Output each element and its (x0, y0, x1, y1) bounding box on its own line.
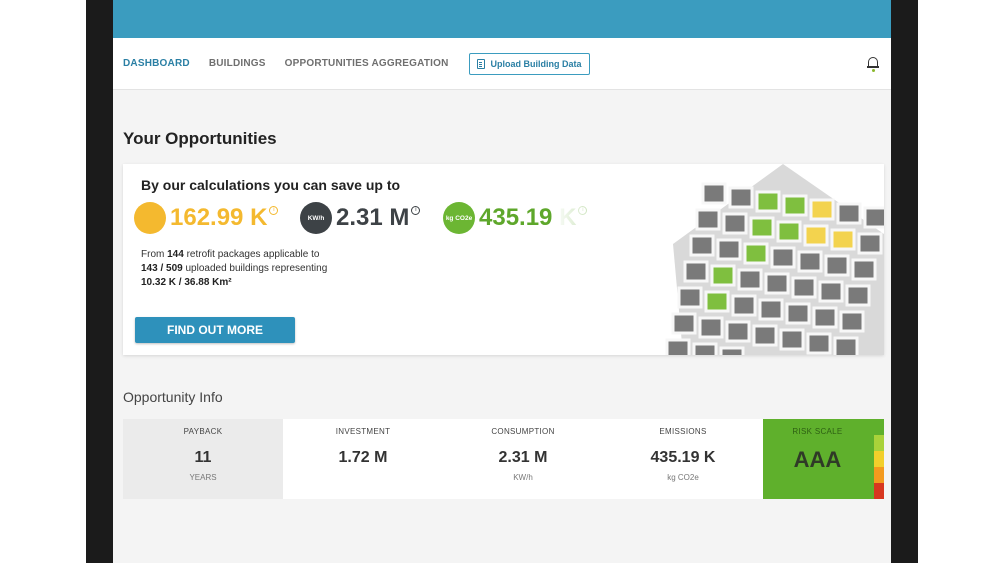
opportunity-stats: PAYBACK 11 YEARS INVESTMENT 1.72 M CONSU… (123, 419, 884, 499)
metric-cost-savings: 162.99 K i (134, 202, 279, 234)
stat-payback: PAYBACK 11 YEARS (123, 419, 283, 499)
app-screen: DASHBOARD BUILDINGS OPPORTUNITIES AGGREG… (113, 0, 891, 563)
risk-value: AAA (793, 447, 842, 472)
building-illustration (553, 164, 884, 355)
nav-opportunities-aggregation[interactable]: OPPORTUNITIES AGGREGATION (284, 58, 449, 69)
stat-value: 1.72 M (338, 449, 388, 466)
upload-building-data-label: Upload Building Data (490, 58, 582, 69)
risk-scale-bar (874, 435, 884, 499)
metric-value: 162.99 K (170, 204, 268, 231)
stat-unit: KW/h (513, 473, 533, 482)
upload-building-data-button[interactable]: Upload Building Data (468, 52, 590, 75)
stat-unit: YEARS (189, 473, 217, 482)
stat-value: 2.31 M (498, 449, 548, 466)
stat-investment: INVESTMENT 1.72 M (283, 419, 443, 499)
savings-description: From 144 retrofit packages applicable to… (141, 249, 328, 288)
opportunity-info-title: Opportunity Info (123, 389, 223, 405)
stat-unit: kg CO2e (667, 473, 699, 482)
main-navigation: DASHBOARD BUILDINGS OPPORTUNITIES AGGREG… (113, 38, 891, 90)
savings-card: By our calculations you can save up to 1… (123, 164, 884, 355)
stat-label: INVESTMENT (335, 427, 391, 436)
risk-scale: RISK SCALE AAA (763, 419, 884, 499)
coin-icon (134, 202, 166, 234)
stat-value: 435.19 K (650, 449, 716, 466)
stat-value: 11 (194, 449, 212, 466)
stat-label: CONSUMPTION (491, 427, 555, 436)
metric-energy-savings: KW/h 2.31 M i (300, 202, 421, 234)
info-icon[interactable]: i (411, 205, 421, 215)
document-icon (476, 58, 485, 69)
page-title: Your Opportunities (123, 129, 277, 148)
stat-consumption: CONSUMPTION 2.31 M KW/h (443, 419, 603, 499)
nav-buildings[interactable]: BUILDINGS (208, 58, 266, 69)
stat-label: EMISSIONS (659, 427, 707, 436)
app-header-bar (113, 0, 891, 38)
metric-value: 2.31 M (336, 204, 410, 231)
info-icon[interactable]: i (269, 205, 279, 215)
energy-icon: KW/h (300, 202, 332, 234)
stat-emissions: EMISSIONS 435.19 K kg CO2e (603, 419, 763, 499)
bell-icon[interactable] (867, 56, 879, 72)
co2-icon: kg CO2e (443, 202, 475, 234)
savings-heading: By our calculations you can save up to (141, 177, 401, 193)
find-out-more-button[interactable]: FIND OUT MORE (135, 317, 295, 343)
nav-dashboard[interactable]: DASHBOARD (123, 58, 190, 69)
stat-label: PAYBACK (183, 427, 223, 436)
risk-label: RISK SCALE (792, 427, 843, 436)
